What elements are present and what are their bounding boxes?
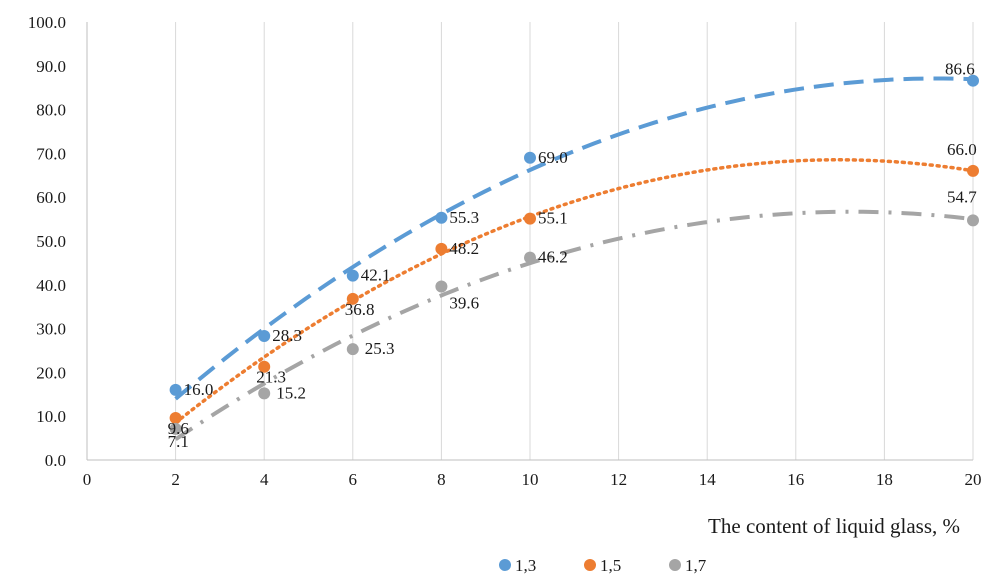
y-tick-label: 90.0 — [36, 57, 66, 76]
data-label: 28.3 — [272, 326, 302, 345]
data-point — [346, 343, 359, 356]
data-label: 55.3 — [449, 208, 479, 227]
x-tick-labels: 0 2 4 6 8 10 12 14 16 18 20 — [83, 470, 982, 489]
data-point — [967, 74, 979, 87]
data-label: 69.0 — [538, 148, 568, 167]
y-tick-label: 50.0 — [36, 232, 66, 251]
data-label: 36.8 — [345, 300, 375, 319]
data-label: 15.2 — [276, 383, 306, 402]
data-point — [258, 387, 271, 400]
y-tick-label: 60.0 — [36, 188, 66, 207]
data-labels: 16.0 28.3 42.1 55.3 69.0 86.6 9.6 21.3 36.8 48.2 5… — [168, 60, 978, 451]
x-tick-label: 4 — [260, 470, 269, 489]
y-tick-label: 100.0 — [28, 13, 66, 32]
data-point — [967, 214, 979, 227]
x-tick-label: 6 — [349, 470, 358, 489]
trendline-series-2 — [173, 158, 975, 425]
trendline-series-1 — [174, 76, 974, 401]
data-label: 66.0 — [947, 140, 977, 159]
data-point — [524, 151, 536, 164]
trendline-series-3 — [174, 209, 974, 441]
data-label: 16.0 — [184, 380, 214, 399]
gridlines — [175, 22, 974, 460]
data-point — [435, 211, 448, 224]
x-tick-label: 18 — [876, 470, 893, 489]
data-label: 54.7 — [947, 187, 977, 206]
data-point — [346, 269, 359, 282]
data-label: 39.6 — [449, 294, 479, 313]
legend: 1,3 1,5 1,7 — [499, 556, 707, 575]
legend-label: 1,7 — [685, 556, 707, 575]
y-tick-label: 30.0 — [36, 320, 66, 339]
data-label: 7.1 — [168, 432, 189, 451]
data-point — [258, 330, 271, 343]
y-tick-label: 40.0 — [36, 276, 66, 295]
x-tick-label: 12 — [610, 470, 627, 489]
data-point — [435, 242, 448, 255]
y-tick-label: 70.0 — [36, 144, 66, 163]
x-tick-label: 20 — [965, 470, 982, 489]
data-label: 46.2 — [538, 248, 568, 267]
legend-label: 1,3 — [515, 556, 536, 575]
data-label: 9.6 — [168, 419, 189, 438]
legend-marker — [499, 559, 511, 571]
legend-label: 1,5 — [600, 556, 621, 575]
data-label: 25.3 — [365, 339, 395, 358]
x-tick-label: 10 — [522, 470, 539, 489]
data-point — [169, 422, 182, 435]
data-point — [258, 360, 271, 373]
x-tick-label: 2 — [171, 470, 180, 489]
y-tick-label: 20.0 — [36, 363, 66, 382]
y-tick-label: 80.0 — [36, 101, 66, 120]
trendlines — [173, 76, 975, 441]
data-label: 48.2 — [449, 239, 479, 258]
data-point — [967, 164, 979, 177]
data-point — [346, 292, 359, 305]
data-label: 55.1 — [538, 209, 568, 228]
axes — [86, 22, 973, 461]
data-label: 86.6 — [945, 60, 975, 79]
x-axis-title: The content of liquid glass, % — [708, 514, 960, 538]
x-tick-label: 14 — [699, 470, 717, 489]
x-tick-label: 0 — [83, 470, 92, 489]
x-tick-label: 16 — [787, 470, 804, 489]
legend-marker — [584, 559, 596, 571]
y-tick-label: 10.0 — [36, 407, 66, 426]
data-point — [524, 212, 536, 225]
y-tick-labels: 0.0 10.0 20.0 30.0 40.0 50.0 60.0 70.0 80.0 90.0 1… — [28, 13, 66, 470]
x-tick-label: 8 — [437, 470, 446, 489]
data-label: 42.1 — [361, 266, 391, 285]
data-label: 21.3 — [256, 368, 286, 387]
data-point — [169, 383, 182, 396]
legend-marker — [669, 559, 681, 571]
y-tick-label: 0.0 — [45, 451, 66, 470]
data-point — [169, 411, 182, 424]
data-point — [524, 251, 536, 264]
data-point — [435, 280, 448, 293]
data-points — [169, 74, 979, 435]
